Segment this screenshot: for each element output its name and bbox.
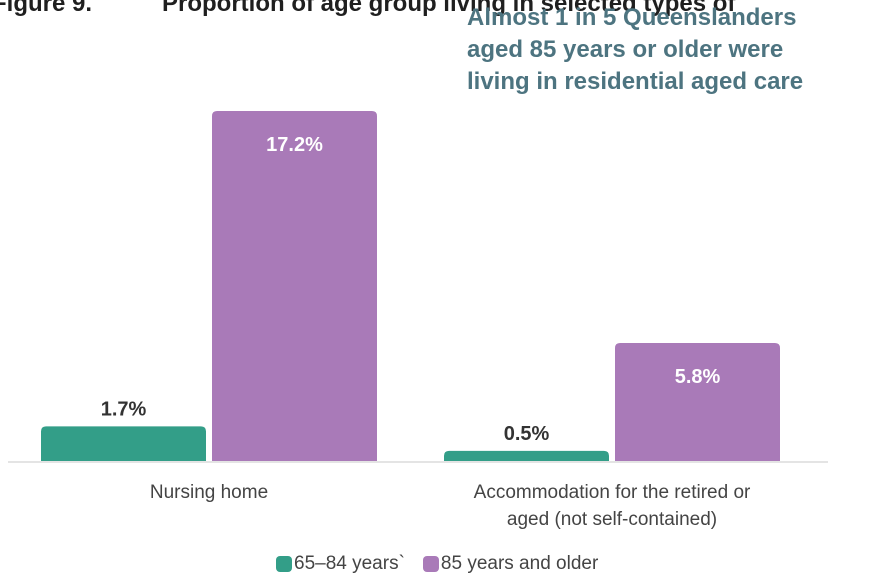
data-label-0-0: 1.7% (101, 398, 147, 420)
chart-legend: 65–84 years` 85 years and older (276, 553, 598, 575)
callout-line-3: living in residential aged care (467, 68, 804, 95)
legend-item-65-84: 65–84 years` (276, 553, 405, 575)
legend-label-65-84: 65–84 years` (294, 553, 405, 574)
chart-callout: Almost 1 in 5 Queenslanders aged 85 year… (467, 2, 877, 98)
figure-number: Figure 9. (0, 0, 93, 17)
bar-0-1 (212, 111, 377, 461)
legend-swatch-65-84 (276, 556, 292, 572)
data-label-1-0: 0.5% (504, 423, 550, 445)
data-label-1-1: 5.8% (675, 366, 721, 388)
data-label-0-1: 17.2% (266, 134, 323, 156)
legend-item-85-plus: 85 years and older (422, 553, 599, 575)
callout-line-1: Almost 1 in 5 Queenslanders (467, 4, 797, 31)
category-label-0-0: Nursing home (150, 482, 268, 503)
callout-line-2: aged 85 years or older were (467, 36, 784, 63)
legend-label-85-plus: 85 years and older (440, 553, 599, 574)
category-label-1-1: aged (not self-contained) (507, 509, 717, 530)
figure-title-text: Proportion of age group living in select… (162, 0, 736, 17)
bar-0-0 (41, 426, 206, 461)
legend-swatch-85-plus (422, 556, 439, 572)
figure-title: Figure 9. Proportion of age group living … (0, 0, 735, 18)
bar-1-0 (444, 450, 609, 461)
category-label-1-0: Accommodation for the retired or (474, 482, 751, 503)
bar-1-1 (615, 342, 780, 461)
